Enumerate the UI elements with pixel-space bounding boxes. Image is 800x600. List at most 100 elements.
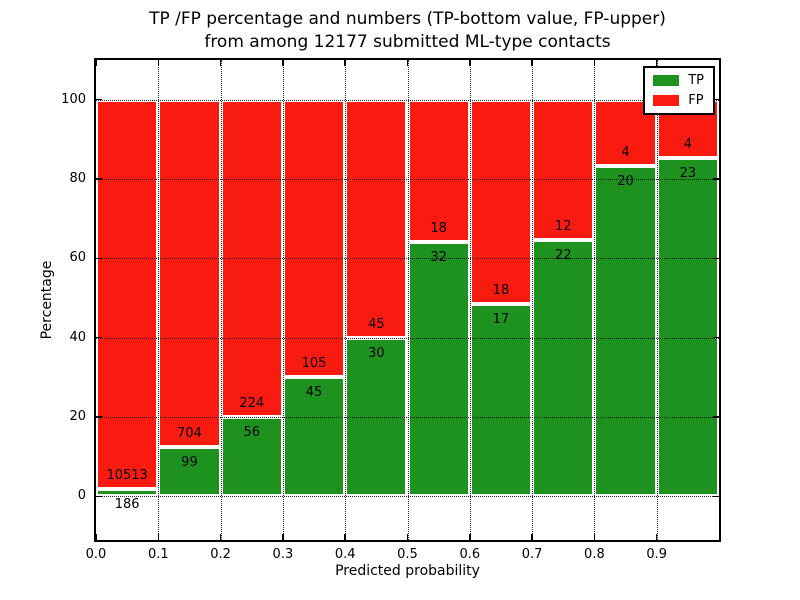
tp-legend-label: TP (688, 73, 704, 88)
y-tickmark-right (713, 257, 719, 260)
fp-count-label: 4 (621, 144, 630, 160)
xtick-label-0.8: 0.8 (584, 547, 605, 562)
xtick-label-0.3: 0.3 (272, 547, 294, 562)
legend: TP FP (643, 66, 715, 115)
tp-count-label: 99 (181, 455, 198, 471)
gridline-x-0.4 (345, 60, 347, 540)
y-tickmark-left (96, 416, 102, 418)
xtick-label-0.5: 0.5 (397, 547, 418, 562)
xtick-label-0.2: 0.2 (210, 547, 231, 562)
y-tickmark-right (713, 178, 719, 180)
x-tickmark-bottom (157, 534, 160, 540)
fp-count-label: 704 (177, 426, 202, 442)
fp-bar-bin-7 (532, 99, 595, 240)
tp-bar-bin-6 (469, 303, 533, 497)
plot-area: TP FP 10513 186 704 99 224 56 105 45 45 30 18 32 18 1… (94, 58, 721, 542)
ytick-label-60: 60 (69, 250, 86, 266)
tp-count-label: 20 (617, 173, 634, 189)
tp-bar-bin-4 (345, 337, 408, 497)
x-tickmark-bottom (593, 534, 596, 540)
x-tickmark-top (282, 60, 284, 66)
gridline-x-0.7 (532, 60, 534, 540)
tp-count-label: 186 (114, 497, 140, 513)
fp-bar-bin-1 (158, 99, 221, 448)
x-tickmark-bottom (219, 534, 222, 540)
legend-item-fp: FP (653, 94, 704, 107)
x-tickmark-top (655, 60, 658, 66)
y-tickmark-left (96, 495, 102, 498)
ytick-label-0: 0 (77, 488, 86, 504)
chart-title: TP /FP percentage and numbers (TP-bottom… (96, 8, 719, 54)
x-tickmark-top (219, 60, 222, 66)
tp-count-label: 23 (679, 166, 697, 182)
x-tickmark-bottom (469, 534, 471, 540)
xtick-label-0.4: 0.4 (334, 547, 356, 562)
fp-count-label: 4 (683, 137, 692, 153)
gridline-x-0.6 (469, 60, 471, 540)
tp-bar-bin-7 (532, 239, 595, 497)
legend-item-tp: TP (653, 74, 704, 87)
fp-legend-swatch (653, 95, 680, 106)
tp-count-label: 17 (492, 311, 510, 327)
tp-count-label: 56 (243, 425, 261, 441)
x-tickmark-bottom (95, 534, 97, 540)
fp-bar-bin-3 (282, 99, 346, 378)
x-tickmark-bottom (282, 534, 284, 540)
x-tickmark-top (531, 60, 533, 66)
fp-legend-label: FP (688, 93, 704, 108)
tp-legend-swatch (653, 75, 680, 86)
fp-count-label: 12 (554, 218, 572, 234)
x-tickmark-bottom (406, 534, 409, 540)
xtick-label-0.6: 0.6 (459, 547, 481, 562)
tp-bar-bin-9 (656, 158, 719, 497)
gridline-x-0.1 (158, 60, 160, 540)
fp-count-label: 18 (492, 282, 510, 298)
ytick-label-80: 80 (69, 171, 86, 186)
fp-bar-bin-2 (220, 99, 283, 417)
fp-bar-bin-4 (345, 99, 408, 338)
tp-count-label: 22 (554, 247, 572, 263)
xtick-label-0.9: 0.9 (646, 547, 668, 562)
x-tickmark-top (344, 60, 346, 66)
tp-bar-bin-8 (594, 165, 657, 497)
fp-count-label: 45 (368, 316, 385, 332)
xtick-label-0.0: 0.0 (85, 547, 107, 562)
fp-count-label: 224 (239, 396, 265, 412)
chart-title-line2: from among 12177 submitted ML-type conta… (204, 32, 611, 52)
fp-bar-bin-0 (96, 99, 159, 490)
x-tickmark-bottom (655, 534, 658, 540)
chart-title-line1: TP /FP percentage and numbers (TP-bottom… (149, 9, 666, 29)
tp-bar-bin-3 (282, 377, 346, 497)
gridline-x-0.5 (407, 60, 409, 540)
fp-bar-bin-6 (469, 99, 533, 304)
tp-bar-bin-0 (96, 489, 159, 497)
x-tickmark-top (95, 60, 97, 66)
tp-count-label: 45 (305, 385, 323, 401)
ytick-label-20: 20 (69, 409, 86, 425)
tp-bar-bin-1 (158, 447, 221, 497)
x-tickmark-top (406, 60, 409, 66)
x-tickmark-top (157, 60, 160, 66)
x-tickmark-top (469, 60, 471, 66)
x-tickmark-bottom (531, 534, 533, 540)
gridline-x-0.9 (656, 60, 658, 540)
fp-count-label: 10513 (106, 468, 148, 484)
fp-count-label: 105 (301, 356, 327, 372)
gridline-x-0.3 (282, 60, 284, 540)
y-axis-label: Percentage (39, 260, 55, 340)
tp-count-label: 32 (430, 250, 447, 266)
gridline-x-0.2 (220, 60, 222, 540)
y-tickmark-right (713, 98, 719, 101)
y-tickmark-right (713, 495, 719, 498)
y-tickmark-left (96, 336, 102, 339)
y-tickmark-left (96, 257, 102, 260)
ytick-label-100: 100 (61, 91, 86, 107)
tp-bar-bin-5 (407, 242, 470, 497)
y-tickmark-left (96, 98, 102, 101)
xtick-label-0.1: 0.1 (147, 547, 169, 562)
x-tickmark-top (593, 60, 596, 66)
ytick-label-40: 40 (69, 329, 86, 345)
x-tickmark-bottom (344, 534, 346, 540)
gridline-x-0.8 (594, 60, 596, 540)
